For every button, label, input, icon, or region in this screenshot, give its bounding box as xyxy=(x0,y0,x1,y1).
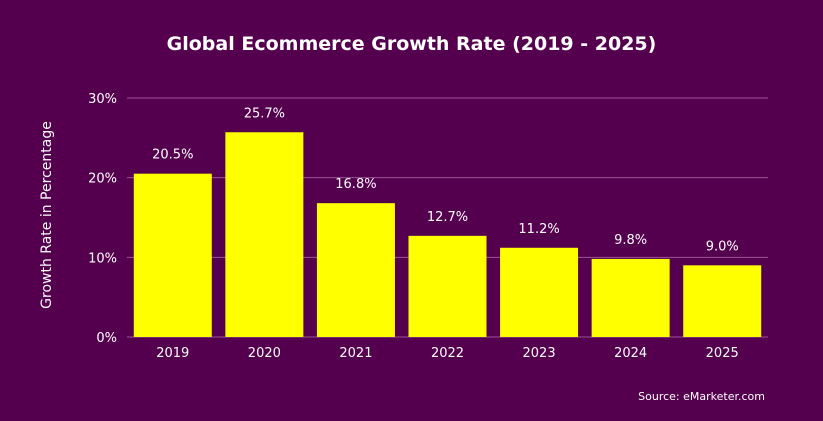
x-tick-label: 2020 xyxy=(248,346,281,361)
y-axis: 0% 10% 20% 30% xyxy=(88,92,117,346)
data-labels: 20.5% 25.7% 16.8% 12.7% 11.2% 9.8% 9.0% xyxy=(152,106,739,254)
data-label: 9.0% xyxy=(706,239,739,254)
x-tick-label: 2022 xyxy=(431,346,464,361)
y-tick-label: 0% xyxy=(96,331,117,346)
x-tick-label: 2025 xyxy=(706,346,739,361)
data-label: 20.5% xyxy=(152,148,193,163)
bar-2020 xyxy=(225,132,304,337)
x-tick-label: 2023 xyxy=(523,346,556,361)
data-label: 9.8% xyxy=(614,233,647,248)
chart-title: Global Ecommerce Growth Rate (2019 - 202… xyxy=(167,33,657,55)
x-axis: 2019 2020 2021 2022 2023 2024 2025 xyxy=(156,346,739,361)
bar-2021 xyxy=(316,203,395,337)
x-tick-label: 2024 xyxy=(614,346,647,361)
bar-2022 xyxy=(408,235,487,337)
x-tick-label: 2019 xyxy=(156,346,189,361)
y-tick-label: 10% xyxy=(88,251,117,266)
bar-2023 xyxy=(500,247,579,337)
data-label: 25.7% xyxy=(244,106,285,121)
data-label: 12.7% xyxy=(427,210,468,225)
bar-2019 xyxy=(133,173,212,337)
data-label: 16.8% xyxy=(335,177,376,192)
bar-2024 xyxy=(591,258,670,337)
y-axis-label: Growth Rate in Percentage xyxy=(39,121,55,309)
bar-2025 xyxy=(683,265,762,337)
y-tick-label: 20% xyxy=(88,172,117,187)
bars xyxy=(133,132,762,337)
x-tick-label: 2021 xyxy=(339,346,372,361)
y-tick-label: 30% xyxy=(88,92,117,107)
source-note: Source: eMarketer.com xyxy=(638,390,765,403)
data-label: 11.2% xyxy=(518,222,559,237)
